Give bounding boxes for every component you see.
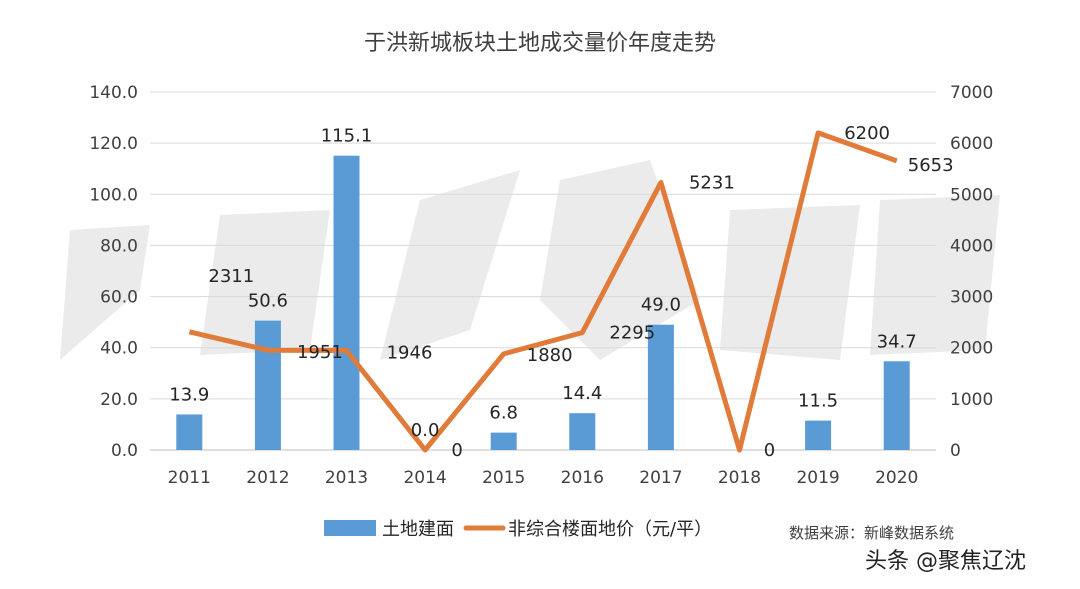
line-data-label: 1946 (387, 342, 433, 363)
axes: 0.0 20.0 40.0 60.0 80.0 100.0 120.0 140.0 0 1000 2… (89, 83, 993, 488)
left-axis-tick: 0.0 (111, 441, 138, 461)
left-axis-tick: 140.0 (89, 83, 138, 103)
bar-data-label: 49.0 (641, 295, 681, 316)
left-axis-tick: 120.0 (89, 134, 138, 154)
x-axis-tick: 2018 (718, 468, 761, 488)
left-axis-tick: 40.0 (100, 339, 138, 359)
bar (883, 361, 910, 450)
x-axis-tick: 2016 (561, 468, 604, 488)
bar-data-label: 11.5 (798, 391, 838, 412)
credit-watermark: 头条 @聚焦辽沈 (865, 549, 1026, 574)
right-axis-tick: 7000 (950, 83, 993, 103)
bar (176, 414, 203, 450)
left-axis-tick: 60.0 (100, 288, 138, 308)
bar (805, 420, 832, 450)
line-data-label: 5231 (689, 172, 735, 193)
left-axis-tick: 80.0 (100, 236, 138, 256)
line-data-label: 5653 (908, 155, 954, 176)
bar-data-label: 115.1 (321, 126, 373, 147)
right-axis-tick: 1000 (950, 390, 993, 410)
bar-data-label: 6.8 (489, 403, 518, 424)
x-axis-tick: 2019 (796, 468, 839, 488)
bar-data-label: 0.0 (411, 420, 440, 441)
left-axis-tick: 20.0 (100, 390, 138, 410)
line-series (188, 130, 898, 453)
price-line (188, 130, 898, 453)
x-axis-tick: 2012 (246, 468, 289, 488)
right-axis-tick: 5000 (950, 185, 993, 205)
bar-data-label: 34.7 (877, 331, 917, 352)
line-data-label: 1951 (297, 342, 343, 363)
bar (490, 432, 517, 450)
bar (647, 324, 674, 450)
right-axis-tick: 2000 (950, 339, 993, 359)
watermark-stroke (200, 210, 330, 355)
line-data-label: 2295 (609, 323, 655, 344)
x-axis-tick: 2014 (403, 468, 446, 488)
line-data-label: 1880 (527, 345, 573, 366)
x-axis-tick: 2017 (639, 468, 682, 488)
right-axis-tick: 6000 (950, 134, 993, 154)
bar-data-label: 14.4 (562, 383, 602, 404)
line-data-label: 6200 (844, 123, 890, 144)
x-axis-tick: 2015 (482, 468, 525, 488)
bar (569, 413, 596, 450)
chart-title: 于洪新城板块土地成交量价年度走势 (364, 31, 716, 56)
source-note: 数据来源：新峰数据系统 (789, 524, 954, 542)
bar (333, 155, 360, 450)
legend-label-line: 非综合楼面地价（元/平） (508, 519, 712, 540)
right-axis-tick: 0 (950, 441, 961, 461)
bar-series (176, 155, 910, 450)
x-axis-tick: 2020 (875, 468, 918, 488)
line-data-label: 0 (764, 440, 775, 461)
line-data-label: 2311 (208, 266, 254, 287)
x-axis-tick: 2011 (168, 468, 211, 488)
right-axis-tick: 3000 (950, 288, 993, 308)
watermark-stroke (870, 195, 1000, 355)
watermark-stroke (60, 225, 150, 360)
legend-label-bar: 土地建面 (382, 519, 454, 540)
bar-data-label: 50.6 (248, 291, 288, 312)
data-labels: 13.9 50.6 115.1 0.0 6.8 14.4 49.0 11.5 34.7 2311 1… (169, 123, 953, 461)
right-axis-tick: 4000 (950, 236, 993, 256)
bar-data-label: 13.9 (169, 384, 209, 405)
legend-swatch-bar (324, 520, 376, 536)
watermark-stroke (720, 205, 860, 360)
line-data-label: 0 (451, 440, 462, 461)
watermark (60, 160, 1000, 360)
x-axis-tick: 2013 (325, 468, 368, 488)
left-axis-tick: 100.0 (89, 185, 138, 205)
gridlines (150, 91, 936, 451)
legend: 土地建面 非综合楼面地价（元/平） (324, 519, 712, 540)
bar (254, 320, 281, 450)
watermark-stroke (380, 170, 520, 360)
